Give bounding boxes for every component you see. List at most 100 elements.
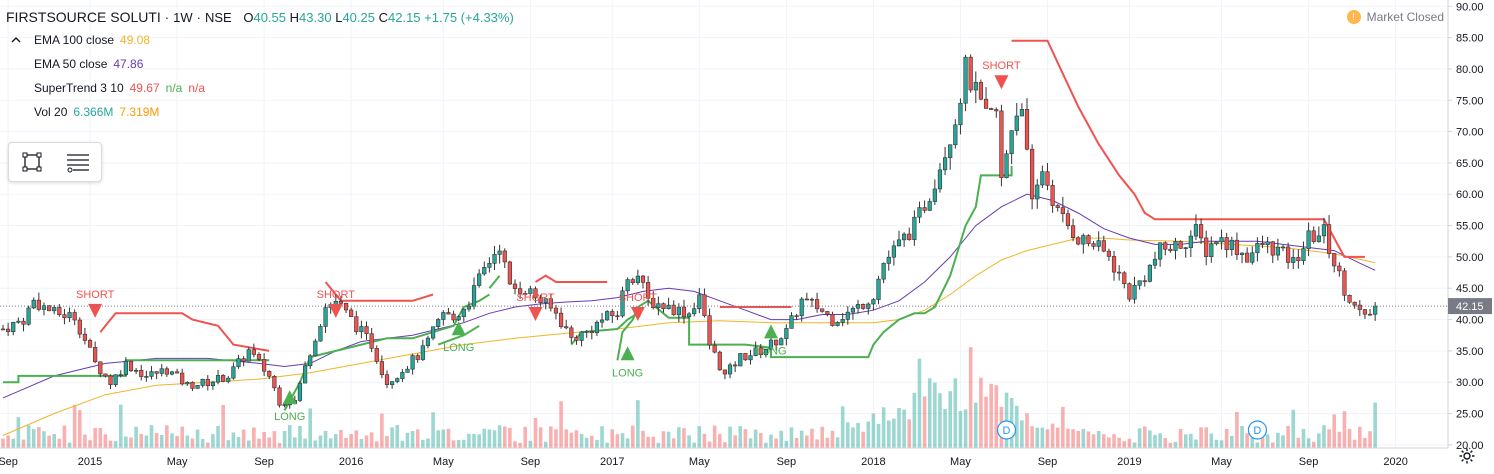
candle-body <box>697 294 702 309</box>
candle <box>461 308 466 322</box>
candle <box>46 304 52 312</box>
candle <box>185 381 190 386</box>
volume-bar <box>661 431 666 448</box>
price-axis[interactable]: 90.00 85.00 80.00 75.00 70.00 65.00 60.00 55.00… <box>0 0 1492 452</box>
indicator-ema100[interactable]: EMA 100 close 49.08 <box>34 33 150 47</box>
candle-body <box>528 288 533 294</box>
dividend-icon[interactable] <box>1247 420 1268 440</box>
last-price-tag[interactable] <box>1448 298 1492 315</box>
volume-bar <box>1281 435 1285 448</box>
signal-label: LONG <box>612 367 643 379</box>
x-tick-label: Sep <box>254 456 274 468</box>
candle-body <box>512 283 518 289</box>
candle-body <box>523 293 528 295</box>
candle <box>1193 214 1199 241</box>
candle-body <box>502 250 507 263</box>
candle <box>1152 251 1158 270</box>
candle-body <box>625 279 630 292</box>
x-tick-label: May <box>689 456 710 468</box>
volume-bar <box>1291 409 1296 448</box>
volume-bar <box>979 377 983 448</box>
candle-body <box>753 347 758 356</box>
volume-bar <box>1061 406 1065 448</box>
candle-body <box>451 313 456 321</box>
volume-bar <box>108 440 113 448</box>
volume-bar <box>431 412 435 448</box>
volume-bar <box>1301 428 1306 448</box>
indicator-value-2: 7.319M <box>119 105 160 119</box>
indicator-name: SuperTrend 3 10 <box>34 81 124 95</box>
rectangle-select-icon[interactable] <box>18 148 46 176</box>
volume-bar <box>1163 438 1168 448</box>
close-label: C <box>378 10 388 25</box>
candle-body <box>400 372 405 379</box>
indicator-volume[interactable]: Vol 20 6.366M 7.319M <box>34 105 159 119</box>
volume-bar <box>886 420 891 448</box>
candle-body <box>651 298 656 308</box>
dividend-label[interactable]: D <box>1253 425 1261 437</box>
candle-body <box>1127 283 1132 300</box>
y-tick-label: 30.00 <box>1456 377 1484 389</box>
volume-bar <box>1347 428 1352 448</box>
candle-body <box>52 307 57 312</box>
volume-bar <box>1373 402 1377 448</box>
candle <box>702 288 707 318</box>
ema50-line <box>2 193 1376 399</box>
candle <box>1004 150 1009 179</box>
signal-label: LONG <box>755 345 786 357</box>
candle-body <box>717 351 722 371</box>
chevron-up-icon[interactable] <box>8 32 24 48</box>
object-tree-icon[interactable] <box>64 148 92 176</box>
candle <box>799 297 804 322</box>
volume-bar <box>52 434 56 448</box>
candle <box>871 298 876 311</box>
volume-bar <box>682 428 686 448</box>
candle-body <box>103 373 108 377</box>
volume-bar <box>118 404 123 448</box>
candle-body <box>1019 109 1024 117</box>
volume-bar <box>825 437 830 448</box>
volume-bar <box>62 425 67 448</box>
y-tick-label: 75.00 <box>1456 95 1484 107</box>
volume-bar <box>968 347 973 448</box>
volume-bar <box>318 435 323 448</box>
symbol-name[interactable]: FIRSTSOURCE SOLUTI <box>6 9 161 25</box>
candle-body <box>1332 253 1337 267</box>
candle-body <box>1081 235 1086 245</box>
indicator-value: 47.86 <box>113 57 144 71</box>
volume-bar <box>871 413 876 448</box>
candle <box>471 277 477 310</box>
indicator-ema50[interactable]: EMA 50 close 47.86 <box>34 57 143 71</box>
short-arrow-icon <box>88 303 103 318</box>
indicator-supertrend[interactable]: SuperTrend 3 10 49.67 n/a n/a <box>34 81 205 95</box>
volume-bar <box>846 422 850 448</box>
candle-body <box>374 348 379 362</box>
candle-body <box>932 188 937 202</box>
dividend-marker[interactable]: D <box>1247 420 1268 440</box>
volume-bar <box>569 432 574 448</box>
time-axis[interactable]: Sep 2015 May Sep 2016 May Sep 2017 May Sep 2018 May… <box>0 447 1448 468</box>
candle <box>1239 252 1245 264</box>
volume-bar <box>666 431 671 448</box>
volume-bar <box>124 436 128 448</box>
candle-body <box>1030 148 1035 200</box>
volume-bar <box>738 426 743 448</box>
candle <box>359 320 364 339</box>
gear-icon[interactable] <box>1458 447 1476 470</box>
dividend-marker[interactable]: D <box>996 420 1017 440</box>
candle-body <box>599 319 605 323</box>
dividend-icon[interactable] <box>996 420 1017 440</box>
dividend-label[interactable]: D <box>1003 425 1011 437</box>
candle <box>548 293 553 312</box>
volume-bar <box>625 438 630 448</box>
candle-body <box>41 305 47 310</box>
candle-body <box>1270 241 1275 256</box>
volume-bar <box>620 433 625 448</box>
interval[interactable]: 1W <box>173 10 193 25</box>
signal-label: LONG <box>443 342 474 354</box>
candle <box>553 304 559 320</box>
symbol-header: FIRSTSOURCE SOLUTI · 1W · NSE O40.55 H43.30 … <box>6 9 514 25</box>
candle <box>338 295 344 305</box>
